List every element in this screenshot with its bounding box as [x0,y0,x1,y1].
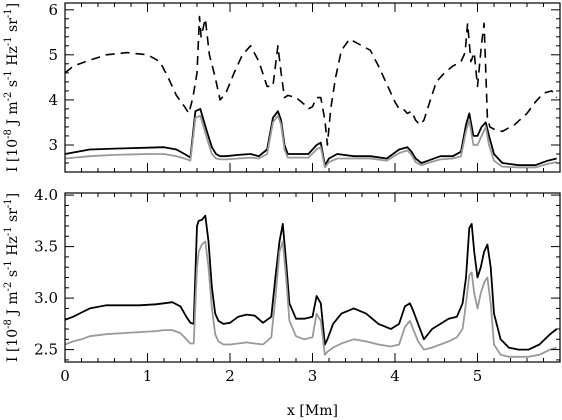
bottom-panel: 0 1 2 3 4 5 2.5 3.0 3.5 4.0 I [10-8 J m-2 s-1 Hz-1… [3,186,561,419]
bottom-series-line-0 [64,214,558,351]
bottom-x-tick-label: 2 [225,367,235,385]
bottom-x-axis-label: x [Mm] [287,403,338,419]
bottom-x-tick-label: 5 [473,367,483,385]
top-y-tick-label: 6 [48,1,58,19]
bottom-y-tick-label: 2.5 [34,341,58,359]
bottom-y-tick-label: 3.0 [34,289,58,307]
bottom-y-tick-label: 4.0 [34,186,58,204]
bottom-x-tick-label: 1 [143,367,153,385]
bottom-series-line-1 [64,240,557,358]
bottom-x-tick-label: 0 [60,367,70,385]
top-panel: 3 4 5 6 I [10-8 J m-2 s-1 Hz-1 sr-1] [3,1,561,173]
top-y-tick-label: 4 [48,91,58,109]
top-y-tick-label: 5 [48,46,58,64]
bottom-x-tick-label: 4 [390,367,400,385]
bottom-x-tick-label: 3 [308,367,318,385]
top-y-tick-label: 3 [48,136,58,154]
top-series-line-2 [64,114,557,169]
top-series-line-1 [64,108,557,167]
top-series-line-0 [64,15,558,146]
bottom-y-axis-label: I [10-8 J m-2 s-1 Hz-1 sr-1] [3,193,21,362]
top-y-axis-label: I [10-8 J m-2 s-1 Hz-1 sr-1] [3,3,21,172]
bottom-y-tick-label: 3.5 [34,238,58,256]
